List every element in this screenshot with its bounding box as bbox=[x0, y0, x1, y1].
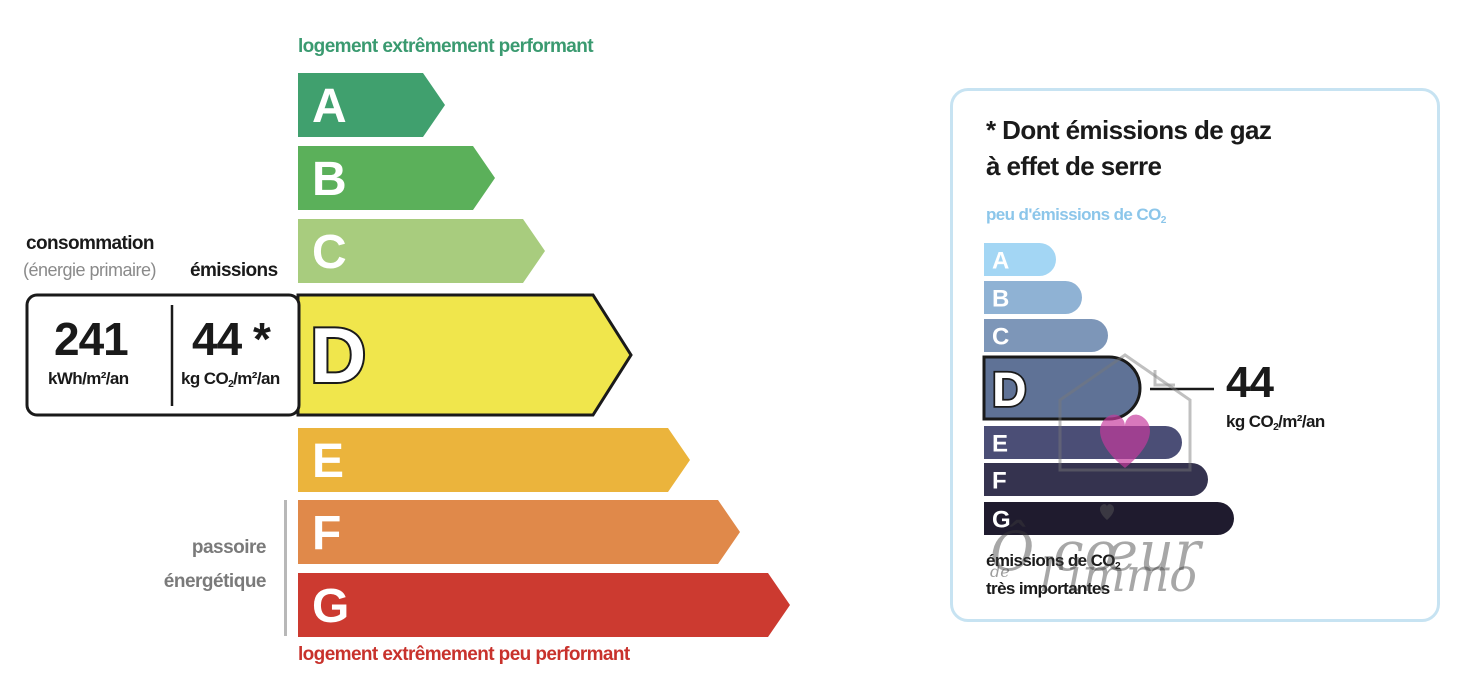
dpe-bar-g bbox=[298, 573, 790, 637]
consumption-label: consommation bbox=[26, 233, 155, 254]
dpe-bottom-caption: logement extrêmement peu performant bbox=[298, 644, 630, 665]
emissions-label: émissions bbox=[190, 260, 278, 281]
passoire-divider bbox=[284, 500, 287, 636]
dpe-top-caption: logement extrêmement performant bbox=[298, 36, 594, 57]
dpe-bar-letter-d: D bbox=[310, 311, 366, 399]
ges-bar-b bbox=[984, 281, 1082, 314]
consumption-sublabel: (énergie primaire) bbox=[23, 260, 157, 280]
watermark-brand: Ô cœur bbox=[990, 520, 1202, 583]
dpe-bar-letter-a: A bbox=[312, 80, 347, 133]
dpe-bar-letter-g: G bbox=[312, 580, 349, 633]
ges-bar-f bbox=[984, 463, 1208, 496]
ges-bar-letter-a: A bbox=[992, 248, 1009, 275]
ges-bar-e bbox=[984, 426, 1183, 459]
ges-bar-letter-d: D bbox=[992, 364, 1027, 417]
dpe-bar-a bbox=[298, 73, 445, 137]
dpe-bar-letter-c: C bbox=[312, 226, 347, 279]
dpe-bar-b bbox=[298, 146, 495, 210]
ges-unit: kg CO2/m²/an bbox=[1226, 412, 1325, 433]
emissions-unit: kg CO2/m²/an bbox=[181, 369, 280, 390]
consumption-value: 241 bbox=[54, 313, 129, 365]
passoire-label-1: passoire bbox=[191, 537, 267, 558]
dpe-bar-e bbox=[298, 428, 690, 492]
ges-title: * Dont émissions de gaz à effet de serre bbox=[986, 115, 1272, 181]
ges-top-caption: peu d'émissions de CO2 bbox=[986, 205, 1166, 226]
emissions-value: 44 * bbox=[192, 313, 271, 365]
ges-bar-a bbox=[984, 243, 1056, 276]
watermark-immo: l'immo bbox=[1040, 548, 1198, 602]
dpe-bar-letter-b: B bbox=[312, 153, 347, 206]
consumption-unit: kWh/m²/an bbox=[48, 369, 129, 388]
dpe-bar-c bbox=[298, 219, 545, 283]
ges-bar-letter-c: C bbox=[992, 324, 1009, 351]
ges-value: 44 bbox=[1226, 358, 1274, 407]
dpe-bar-letter-e: E bbox=[312, 435, 344, 488]
passoire-label-2: énergétique bbox=[163, 571, 267, 592]
dpe-value-box bbox=[25, 293, 301, 417]
ges-bar-c bbox=[984, 319, 1109, 352]
watermark-de: de bbox=[990, 562, 1010, 581]
dpe-bar-letter-f: F bbox=[312, 507, 341, 560]
ges-bar-letter-f: F bbox=[992, 468, 1007, 495]
house-heart-icon bbox=[1058, 353, 1192, 520]
ges-bottom-caption: émissions de CO2 très importantes bbox=[986, 551, 1121, 598]
ges-bar-letter-g: G bbox=[992, 507, 1011, 534]
ges-bar-letter-e: E bbox=[992, 431, 1008, 458]
ges-bar-g bbox=[984, 502, 1234, 535]
ges-bar-letter-b: B bbox=[992, 286, 1009, 313]
dpe-bar-f bbox=[298, 500, 740, 564]
